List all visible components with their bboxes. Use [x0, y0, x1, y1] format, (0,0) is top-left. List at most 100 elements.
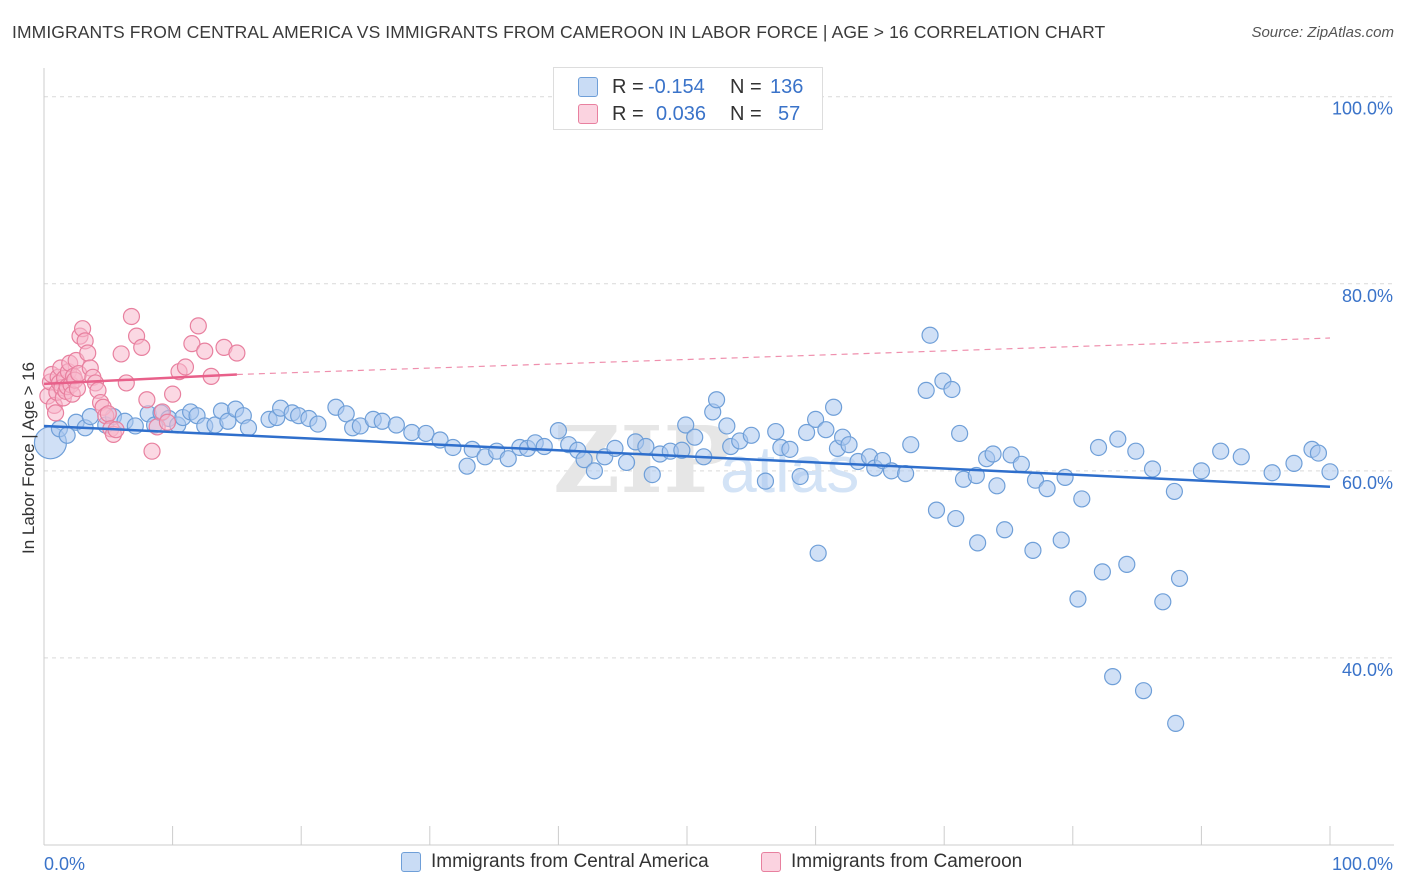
trend-lines: [43, 337, 1331, 489]
point-central-america: [1073, 490, 1091, 508]
r-label: R =: [612, 75, 644, 98]
point-central-america: [781, 440, 799, 458]
point-central-america: [617, 453, 636, 472]
legend-label: Immigrants from Cameroon: [791, 851, 1023, 872]
legend-label: Immigrants from Central America: [431, 851, 709, 872]
point-central-america: [1012, 455, 1030, 473]
stat-legend: R = -0.154 N = 136 R = 0.036 N = 57: [553, 67, 823, 130]
stat-row-cameroon: R = 0.036 N = 57: [554, 101, 800, 127]
tick-labels: 40.0% 60.0% 80.0% 100.0% 0.0% 100.0%: [44, 99, 1393, 874]
y-tick-label: 80.0%: [1342, 286, 1393, 306]
point-central-america: [840, 436, 858, 454]
point-cameroon: [196, 342, 214, 360]
r-value: 0.036: [656, 102, 707, 125]
n-label: N =: [730, 75, 762, 98]
point-central-america: [988, 477, 1006, 495]
legend-item-cameroon[interactable]: Immigrants from Cameroon: [761, 851, 1022, 873]
pink-swatch: [761, 852, 781, 872]
point-central-america: [1232, 448, 1250, 466]
point-central-america: [1109, 430, 1127, 448]
point-central-america: [791, 467, 809, 486]
point-cameroon: [176, 358, 195, 376]
blue-swatch: [401, 852, 421, 872]
point-central-america: [417, 424, 435, 443]
point-central-america: [943, 380, 961, 399]
point-central-america: [535, 437, 553, 456]
point-central-america: [1052, 531, 1070, 549]
point-central-america: [967, 466, 985, 485]
point-central-america: [1089, 438, 1108, 457]
n-value: 136: [770, 75, 804, 98]
y-tick-label: 60.0%: [1342, 473, 1393, 493]
point-central-america: [1093, 563, 1111, 581]
trend-line-central-america: [43, 424, 1331, 489]
point-central-america: [1143, 460, 1162, 478]
point-cameroon: [189, 317, 207, 335]
point-cameroon: [79, 344, 97, 362]
point-central-america: [643, 465, 661, 484]
point-central-america: [969, 534, 987, 552]
point-central-america: [387, 416, 405, 434]
point-cameroon: [143, 442, 161, 460]
point-central-america: [707, 391, 726, 409]
legend-item-central-america[interactable]: Immigrants from Central America: [401, 851, 709, 873]
point-central-america: [921, 326, 939, 344]
point-cameroon: [158, 413, 177, 431]
point-central-america: [756, 472, 775, 490]
chart-title: IMMIGRANTS FROM CENTRAL AMERICA VS IMMIG…: [12, 22, 1106, 42]
r-value: -0.154: [648, 75, 705, 98]
r-label: R =: [612, 102, 644, 125]
point-central-america: [1056, 468, 1074, 487]
point-central-america: [1321, 463, 1339, 481]
point-central-america: [742, 426, 760, 444]
point-central-america: [458, 457, 476, 475]
point-central-america: [1134, 682, 1153, 700]
point-central-america: [1104, 668, 1122, 686]
chart-source: Source: ZipAtlas.com: [1251, 24, 1394, 41]
x-tick-label: 0.0%: [44, 854, 85, 874]
trend-line-cameroon: [43, 373, 237, 386]
point-central-america: [996, 521, 1014, 539]
point-central-america: [373, 412, 391, 430]
point-central-america: [1167, 714, 1185, 733]
point-cameroon: [133, 338, 151, 356]
point-central-america: [239, 419, 258, 437]
point-central-america: [309, 415, 327, 433]
point-central-america: [1285, 454, 1303, 472]
point-central-america: [673, 441, 691, 459]
point-central-america: [927, 501, 946, 519]
n-value: 57: [778, 102, 801, 125]
pink-swatch: [578, 104, 598, 124]
point-central-america: [947, 509, 965, 528]
point-cameroon: [138, 391, 156, 409]
point-central-america: [1038, 480, 1056, 498]
point-central-america: [825, 398, 843, 416]
point-central-america: [686, 428, 704, 446]
point-central-america: [806, 410, 825, 429]
point-central-america: [809, 544, 827, 562]
point-cameroon: [183, 335, 201, 353]
point-central-america: [1170, 569, 1189, 588]
y-tick-label: 100.0%: [1332, 99, 1393, 119]
point-central-america: [1212, 442, 1230, 460]
point-cameroon: [112, 345, 130, 363]
point-central-america: [1263, 464, 1281, 482]
point-central-america: [549, 422, 568, 440]
gridlines: [44, 96, 1394, 659]
point-cameroon: [117, 374, 135, 392]
x-tick-label: 100.0%: [1332, 854, 1393, 874]
n-label: N =: [730, 102, 762, 125]
point-central-america: [637, 437, 655, 456]
point-central-america: [219, 412, 237, 430]
point-central-america: [1154, 593, 1172, 611]
point-central-america: [1024, 541, 1042, 559]
point-central-america: [444, 438, 462, 457]
point-central-america: [902, 436, 920, 454]
point-central-america: [1069, 590, 1087, 608]
point-central-america: [585, 462, 604, 480]
point-cameroon: [228, 344, 246, 362]
point-central-america: [1192, 462, 1211, 480]
point-central-america: [984, 445, 1002, 463]
point-cameroon: [164, 385, 182, 403]
